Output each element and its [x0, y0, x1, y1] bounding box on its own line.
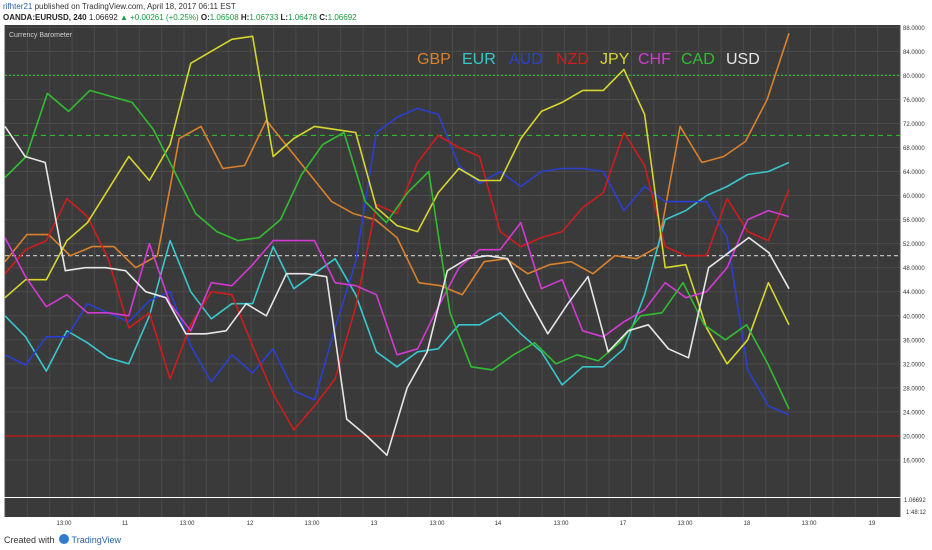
- chart-title: Currency Barometer: [9, 32, 73, 39]
- y-tick-label: 20.0000: [903, 434, 925, 440]
- high-label: H:: [240, 13, 250, 22]
- series-line-jpy: [4, 35, 790, 365]
- x-tick-label: 13:00: [801, 521, 817, 527]
- y-tick-label: 76.0000: [903, 98, 925, 104]
- tradingview-logo-icon: [58, 534, 69, 544]
- y-tick-label: 60.0000: [903, 194, 925, 200]
- x-tick-label: 13:00: [553, 521, 569, 527]
- series-line-usd: [4, 125, 790, 457]
- legend-entry-nzd: NZD: [556, 51, 589, 68]
- footer: Created with TradingView: [4, 534, 121, 545]
- x-tick-label: 13:00: [429, 521, 445, 527]
- y-tick-label: 28.0000: [903, 386, 925, 392]
- y-tick-label: 52.0000: [903, 242, 925, 248]
- price-scale: [900, 25, 930, 517]
- open-value: 1.06508: [209, 13, 239, 22]
- x-tick-label: 11: [122, 521, 129, 527]
- y-tick-label: 64.0000: [903, 170, 925, 176]
- legend-entry-jpy: JPY: [600, 51, 630, 68]
- x-tick-label: 19: [869, 521, 876, 527]
- publish-text: published on TradingView.com, April 18, …: [34, 2, 236, 11]
- x-tick-label: 13:00: [677, 521, 693, 527]
- x-tick-label: 14: [495, 521, 502, 527]
- y-tick-label: 56.0000: [903, 218, 925, 224]
- publish-info: rifhter21 published on TradingView.com, …: [3, 2, 236, 11]
- y-tick-label: 88.0000: [903, 26, 925, 32]
- created-with-text: Created with: [4, 535, 55, 545]
- close-label: C:: [319, 13, 328, 22]
- tradingview-link[interactable]: TradingView: [71, 535, 122, 545]
- price-change: ▲ +0.00261 (+0.25%): [119, 13, 199, 22]
- series-line-eur: [4, 161, 790, 386]
- y-tick-label: 48.0000: [903, 266, 925, 272]
- y-tick-label: 32.0000: [903, 362, 925, 368]
- y-tick-label: 36.0000: [903, 338, 925, 344]
- legend-entry-usd: USD: [726, 51, 760, 68]
- y-tick-label: 80.0000: [903, 74, 925, 80]
- legend-entry-chf: CHF: [638, 51, 671, 68]
- x-tick-label: 13:00: [179, 521, 195, 527]
- x-tick-label: 18: [744, 521, 751, 527]
- x-tick-label: 13:00: [56, 521, 72, 527]
- author-link[interactable]: rifhter21: [3, 2, 33, 11]
- y-tick-label: 24.0000: [903, 410, 925, 416]
- low-label: L:: [280, 13, 289, 22]
- close-value: 1.06692: [327, 13, 357, 22]
- y-tick-label: 72.0000: [903, 122, 925, 128]
- y-tick-label: 44.0000: [903, 290, 925, 296]
- x-tick-label: 13: [371, 521, 378, 527]
- open-label: O:: [200, 13, 210, 22]
- y-tick-label: 84.0000: [903, 50, 925, 56]
- legend-entry-aud: AUD: [509, 51, 543, 68]
- high-value: 1.06733: [249, 13, 279, 22]
- y-tick-label: 16.0000: [903, 459, 925, 465]
- symbol-label: OANDA:EURUSD, 240: [3, 13, 87, 22]
- y-tick-label: 40.0000: [903, 314, 925, 320]
- series-line-aud: [4, 107, 790, 416]
- ohlc-bar: OANDA:EURUSD, 240 1.06692 ▲ +0.00261 (+0…: [3, 13, 357, 22]
- time-scale: [5, 517, 930, 527]
- lower-pane-value: 1.06692: [904, 498, 926, 504]
- x-tick-label: 13:00: [304, 521, 320, 527]
- legend-entry-gbp: GBP: [417, 51, 451, 68]
- low-value: 1.06478: [288, 13, 317, 22]
- bar-countdown: 1:48:12: [906, 510, 927, 516]
- legend-entry-eur: EUR: [462, 51, 496, 68]
- series-line-cad: [4, 89, 790, 410]
- series-line-chf: [4, 209, 790, 356]
- y-tick-label: 68.0000: [903, 146, 925, 152]
- x-tick-label: 17: [620, 521, 627, 527]
- last-price: 1.06692: [88, 13, 118, 22]
- legend-entry-cad: CAD: [681, 51, 715, 68]
- x-tick-label: 12: [247, 521, 254, 527]
